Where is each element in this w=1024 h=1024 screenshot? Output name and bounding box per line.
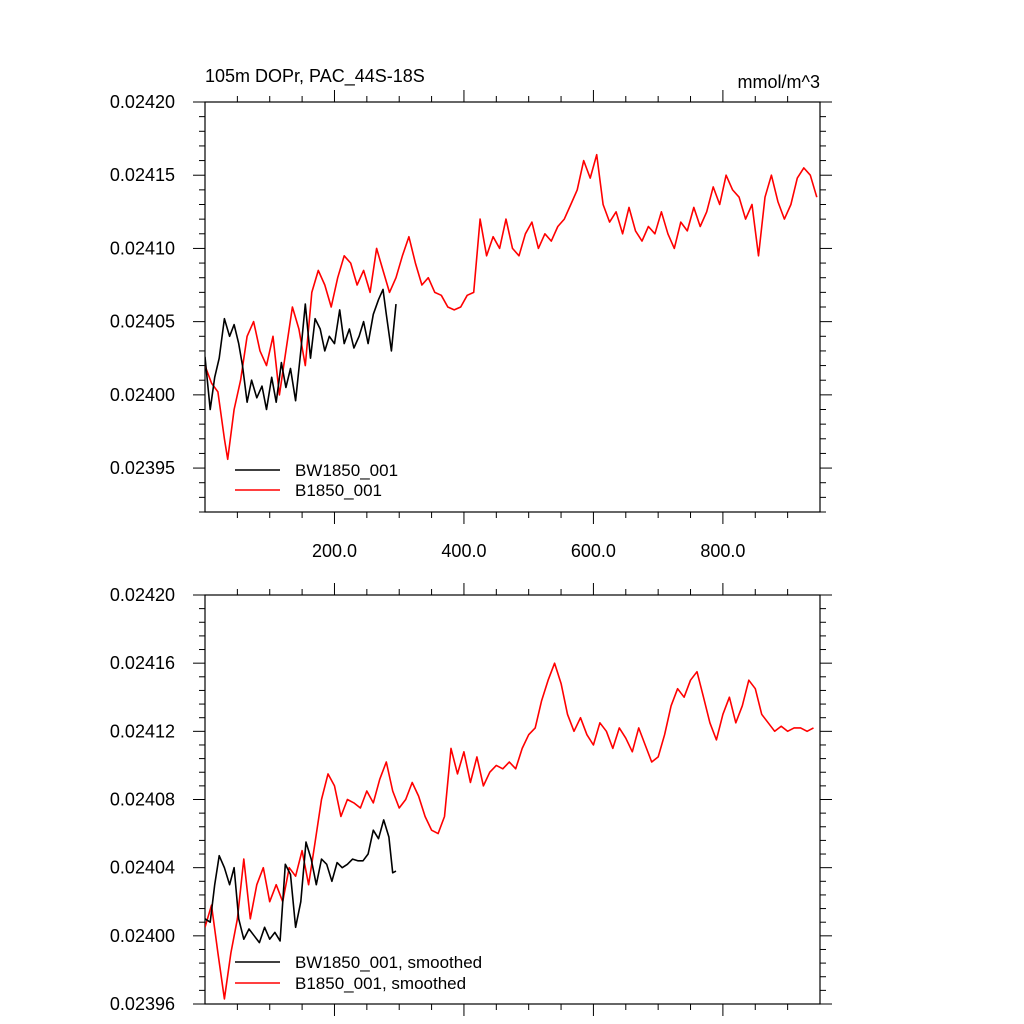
panel-1-y-tick-label: 0.02420 xyxy=(110,92,175,112)
panel-1-y-tick-label: 0.02415 xyxy=(110,165,175,185)
panel-1-y-tick-label: 0.02410 xyxy=(110,238,175,258)
panel-1-legend-label-b1850-001: B1850_001 xyxy=(295,481,382,500)
panel-1-legend-label-bw1850-001: BW1850_001 xyxy=(295,461,398,480)
panel-2-y-tick-label: 0.02408 xyxy=(110,790,175,810)
panel-2-legend-label-b1850-001-smoothed: B1850_001, smoothed xyxy=(295,974,466,993)
panel-1-x-tick-label: 800.0 xyxy=(700,541,745,561)
panel-1-x-tick-label: 400.0 xyxy=(441,541,486,561)
panel-2-series-b1850-001-smoothed xyxy=(205,662,814,1000)
panel-2-legend-label-bw1850-001-smoothed: BW1850_001, smoothed xyxy=(295,953,482,972)
panel-1-series-b1850-001 xyxy=(205,153,818,461)
panel-1-title: 105m DOPr, PAC_44S-18S xyxy=(205,66,425,87)
panel-2-y-tick-label: 0.02396 xyxy=(110,994,175,1014)
panel-1: 200.0 400.0 600.0 800.0 0.02395 0.02400 0.0240… xyxy=(110,66,832,561)
panel-1-y-tick-label: 0.02400 xyxy=(110,385,175,405)
panel-1-x-tick-label: 200.0 xyxy=(312,541,357,561)
panel-2-y-tick-label: 0.02412 xyxy=(110,721,175,741)
panel-2-y-tick-label: 0.02416 xyxy=(110,653,175,673)
panel-1-y-tick-label: 0.02405 xyxy=(110,312,175,332)
panel-1-series-bw1850-001 xyxy=(205,288,397,411)
panel-2-series-bw1850-001-smoothed xyxy=(205,819,397,944)
panel-1-units: mmol/m^3 xyxy=(738,72,820,92)
panel-2-y-tick-label: 0.02404 xyxy=(110,858,175,878)
panel-1-x-tick-label: 600.0 xyxy=(571,541,616,561)
panel-2-y-tick-label: 0.02400 xyxy=(110,926,175,946)
panel-1-y-tick-label: 0.02395 xyxy=(110,458,175,478)
panel-2-frame xyxy=(204,594,821,1005)
panel-2-y-tick-label: 0.02420 xyxy=(110,585,175,605)
panel-1-frame xyxy=(204,101,821,513)
panel-2: 0.02396 0.02400 0.02404 0.02408 0.02412 0.024… xyxy=(110,583,832,1016)
